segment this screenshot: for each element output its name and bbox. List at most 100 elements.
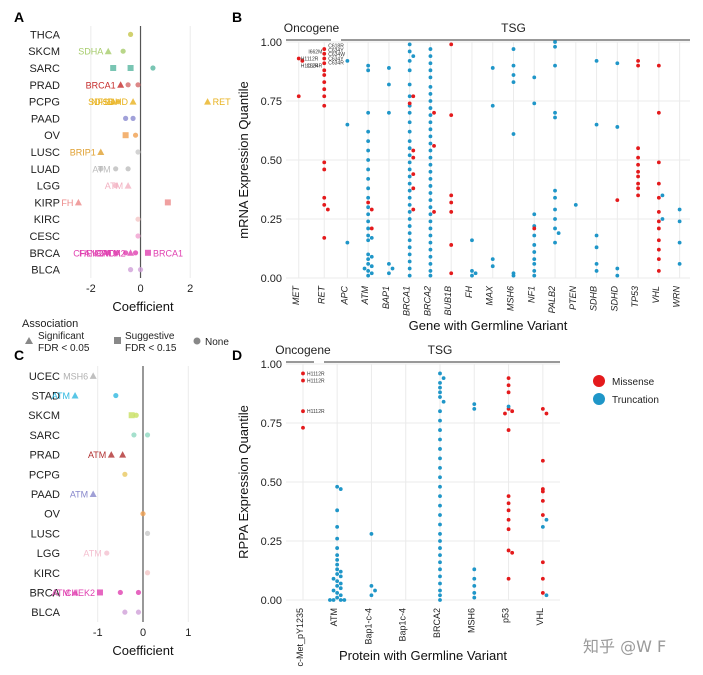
data-point	[428, 269, 433, 273]
data-point	[366, 63, 371, 68]
data-point	[366, 68, 371, 73]
data-point	[113, 392, 119, 399]
data-point	[407, 110, 412, 115]
x-tick-label: BRCA2	[422, 286, 432, 316]
data-point	[428, 273, 433, 278]
data-point	[331, 588, 336, 593]
data-point	[366, 176, 371, 181]
data-point	[322, 47, 327, 51]
variant-annotation: C634R	[328, 61, 344, 67]
data-point	[636, 193, 640, 198]
data-point	[432, 110, 436, 115]
data-point	[407, 58, 412, 63]
data-point	[97, 148, 105, 155]
data-point	[369, 207, 374, 212]
data-point	[335, 536, 340, 541]
data-point	[104, 550, 110, 556]
data-point	[553, 226, 557, 231]
variant-annotation: H1112R	[301, 57, 319, 63]
data-point	[133, 412, 139, 418]
data-point	[411, 94, 416, 99]
point-annotation: BRCA1	[153, 248, 183, 258]
data-point	[407, 195, 412, 200]
y-tick-label: 0.50	[261, 477, 282, 489]
data-point	[472, 576, 477, 581]
y-axis-title: mRNA Expression Quantile	[236, 81, 251, 239]
data-point	[506, 501, 511, 506]
x-axis-title: Coefficient	[112, 643, 174, 658]
data-point	[132, 132, 139, 138]
data-point	[387, 110, 391, 115]
point-annotation: ATM	[83, 549, 101, 559]
data-point	[144, 530, 151, 536]
data-point	[506, 376, 511, 381]
data-point	[553, 115, 557, 120]
data-point	[322, 87, 327, 92]
triangle-legend-icon	[25, 337, 33, 344]
data-point	[322, 80, 327, 85]
data-point	[656, 210, 661, 214]
data-point	[369, 593, 374, 598]
data-point	[449, 210, 454, 214]
point-annotation: ATM	[52, 588, 70, 598]
data-point	[615, 266, 620, 271]
data-point	[511, 80, 516, 85]
point-annotation: SDHA	[78, 47, 103, 57]
data-point	[301, 409, 305, 414]
data-point	[335, 557, 340, 562]
data-point	[472, 567, 477, 572]
x-axis-title: Protein with Germline Variant	[339, 648, 507, 663]
data-point	[449, 113, 454, 118]
data-point	[122, 609, 128, 615]
data-point	[594, 269, 599, 273]
data-point	[366, 257, 371, 262]
data-point	[553, 188, 557, 193]
data-point	[511, 73, 516, 77]
data-point	[594, 233, 599, 238]
data-point	[510, 550, 515, 555]
data-point	[411, 148, 416, 153]
data-point	[449, 200, 454, 205]
data-point	[532, 250, 537, 254]
data-point	[98, 166, 104, 172]
data-point	[506, 508, 511, 513]
data-point	[636, 155, 640, 160]
x-tick-label: 0	[140, 627, 146, 639]
data-point	[338, 569, 343, 574]
data-point	[428, 247, 433, 252]
data-point	[540, 513, 545, 517]
data-point	[345, 58, 350, 63]
x-tick-label: NF1	[526, 286, 536, 303]
data-point	[428, 75, 433, 80]
y-tick-label: 1.00	[261, 359, 282, 371]
data-point	[407, 188, 412, 193]
category-tick-label: BRCA	[29, 587, 60, 599]
data-point	[438, 380, 442, 385]
data-point	[366, 167, 371, 172]
data-point	[428, 254, 433, 259]
data-point	[503, 411, 507, 416]
data-point	[366, 226, 371, 231]
data-point	[472, 591, 477, 595]
data-point	[615, 125, 620, 129]
data-point	[369, 532, 374, 536]
data-point	[137, 267, 144, 273]
data-point	[322, 195, 327, 200]
x-tick-label: Bap1-c-4	[363, 608, 373, 645]
category-tick-label: PRAD	[29, 80, 60, 92]
data-point	[428, 205, 433, 210]
data-point	[322, 235, 327, 240]
data-point	[328, 598, 332, 602]
data-point	[510, 409, 515, 414]
data-point	[135, 216, 141, 222]
category-tick-label: PAAD	[31, 113, 60, 125]
association-legend: Association Significant FDR < 0.05 Sugge…	[22, 318, 229, 354]
data-point	[128, 412, 135, 419]
data-point	[140, 511, 146, 517]
x-tick-label: c-Met_pY1235	[295, 608, 305, 667]
data-point	[132, 250, 139, 256]
data-point	[511, 273, 516, 278]
variant-annotation: H1112R	[307, 379, 325, 385]
data-point	[338, 593, 343, 598]
data-point	[387, 271, 391, 276]
